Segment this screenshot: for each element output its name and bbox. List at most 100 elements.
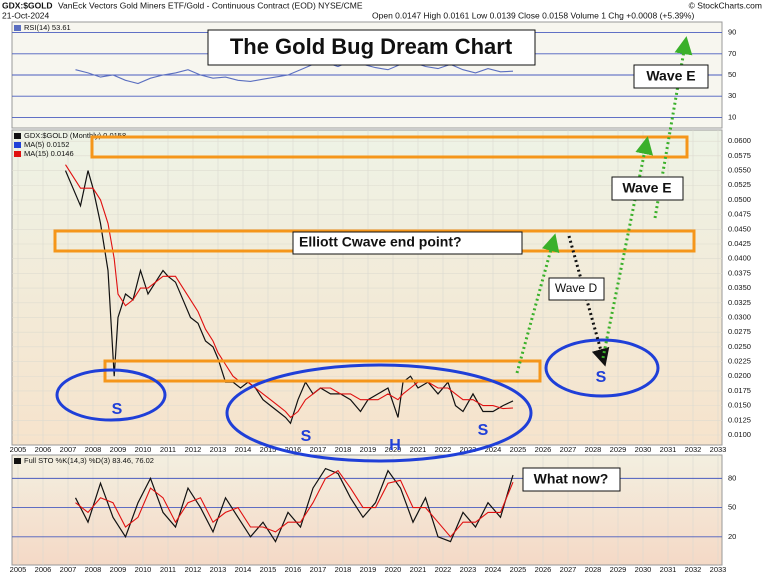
x-tick-label: 2019 — [360, 445, 377, 454]
description: VanEck Vectors Gold Miners ETF/Gold - Co… — [58, 0, 363, 10]
x-tick-label: 2011 — [160, 565, 176, 574]
legend-swatch — [14, 458, 21, 464]
x-tick-label: 2012 — [185, 445, 202, 454]
y-tick-label: 0.0250 — [728, 342, 751, 351]
y-tick-label: 0.0400 — [728, 254, 751, 263]
series-line — [75, 60, 514, 85]
y-tick-label: 30 — [728, 91, 736, 100]
note: Wave E — [622, 180, 671, 196]
note-box — [633, 64, 709, 89]
legend-label: MA(5) 0.0152 — [24, 140, 69, 149]
x-tick-label: 2023 — [460, 565, 477, 574]
legend-swatch — [14, 151, 21, 157]
panels: 10 30 50 70 90 RSI(14) 53.61 2005 2006 2007 2008 2… — [10, 21, 751, 574]
y-tick-label: 80 — [728, 473, 736, 482]
legend-label: GDX:$GOLD (Monthly) 0.0158 — [24, 131, 126, 140]
x-tick-label: 2029 — [610, 565, 627, 574]
y-tick-label: 20 — [728, 532, 736, 541]
x-tick-label: 2013 — [210, 445, 227, 454]
y-tick-label: 0.0550 — [728, 166, 751, 175]
x-tick-label: 2032 — [685, 565, 702, 574]
note-box — [522, 467, 621, 492]
y-tick-label: 0.0375 — [728, 268, 751, 277]
y-tick-label: 0.0325 — [728, 298, 751, 307]
y-tick-label: 90 — [728, 28, 736, 37]
x-tick-label: 2027 — [560, 445, 577, 454]
x-tick-label: 2023 — [460, 445, 477, 454]
legend-swatch — [14, 25, 21, 31]
x-tick-label: 2017 — [310, 445, 327, 454]
x-tick-label: 2027 — [560, 565, 577, 574]
x-tick-label: 2026 — [535, 445, 552, 454]
x-tick-label: 2008 — [85, 565, 102, 574]
x-tick-label: 2033 — [710, 565, 727, 574]
x-tick-label: 2009 — [110, 565, 127, 574]
legend-label: Full STO %K(14,3) %D(3) 83.46, 76.02 — [24, 456, 154, 465]
x-tick-label: 2031 — [660, 445, 677, 454]
y-tick-label: 50 — [728, 70, 736, 79]
note: Wave E — [646, 68, 695, 84]
legend-swatch — [14, 142, 21, 148]
series-line — [75, 469, 514, 538]
resistance-band — [90, 135, 689, 159]
y-tick-label: 0.0525 — [728, 180, 751, 189]
x-tick-label: 2018 — [335, 565, 352, 574]
arrow — [567, 235, 610, 367]
y-tick-label: 70 — [728, 49, 736, 58]
y-tick-label: 0.0300 — [728, 312, 751, 321]
x-tick-label: 2009 — [110, 445, 127, 454]
x-tick-label: 2022 — [435, 445, 452, 454]
x-tick-label: 2020 — [385, 565, 402, 574]
x-tick-label: 2030 — [635, 445, 652, 454]
x-tick-label: 2017 — [310, 565, 327, 574]
x-tick-label: 2025 — [510, 565, 527, 574]
y-tick-label: 0.0425 — [728, 239, 751, 248]
x-tick-label: 2021 — [410, 565, 427, 574]
y-tick-label: 0.0225 — [728, 357, 751, 366]
x-tick-label: 2010 — [135, 565, 152, 574]
y-tick-label: 0.0150 — [728, 401, 751, 410]
series-line — [74, 467, 514, 543]
x-tick-label: 2031 — [660, 565, 677, 574]
x-tick-label: 2006 — [35, 565, 52, 574]
x-tick-label: 2016 — [285, 445, 302, 454]
y-tick-label: 0.0275 — [728, 327, 751, 336]
x-tick-label: 2032 — [685, 445, 702, 454]
x-tick-label: 2028 — [585, 565, 602, 574]
x-tick-label: 2014 — [235, 445, 252, 454]
y-tick-label: 0.0100 — [728, 430, 751, 439]
y-tick-label: 0.0200 — [728, 371, 751, 380]
shoulder-ellipse — [544, 338, 660, 398]
x-tick-label: 2025 — [510, 445, 527, 454]
x-tick-label: 2013 — [210, 565, 227, 574]
note: Elliott Cwave end point? — [299, 234, 462, 250]
x-tick-label: 2006 — [35, 445, 52, 454]
x-tick-label: 2019 — [360, 565, 377, 574]
x-tick-label: 2030 — [635, 565, 652, 574]
x-tick-label: 2020 — [385, 445, 402, 454]
copyright: © StockCharts.com — [689, 0, 762, 10]
x-tick-label: 2014 — [235, 565, 252, 574]
x-tick-label: 2024 — [485, 565, 502, 574]
shoulder-ellipse — [55, 368, 167, 422]
x-tick-label: 2028 — [585, 445, 602, 454]
y-tick-label: 0.0475 — [728, 210, 751, 219]
x-tick-label: 2005 — [10, 565, 27, 574]
annotations: The Gold Bug Dream Chart Elliott Cwave e… — [53, 29, 709, 492]
x-tick-label: 2008 — [85, 445, 102, 454]
x-tick-label: 2011 — [160, 445, 176, 454]
note: Wave D — [555, 281, 598, 295]
x-tick-label: 2029 — [610, 445, 627, 454]
x-tick-label: 2012 — [185, 565, 202, 574]
legend-swatch — [14, 133, 21, 139]
y-tick-label: 0.0350 — [728, 283, 751, 292]
x-tick-label: 2018 — [335, 445, 352, 454]
legend-label: MA(15) 0.0146 — [24, 149, 74, 158]
y-tick-label: 0.0500 — [728, 195, 751, 204]
x-tick-label: 2005 — [10, 445, 27, 454]
note-box — [292, 231, 523, 255]
x-tick-label: 2007 — [60, 565, 77, 574]
quote: Open 0.0147 High 0.0161 Low 0.0139 Close… — [372, 10, 694, 20]
